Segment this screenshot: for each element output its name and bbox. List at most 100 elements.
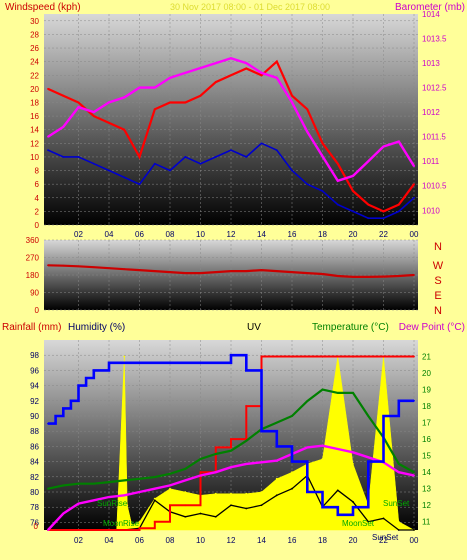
temperature-series-line-point [199, 458, 202, 460]
hour-tick-label-bottom: 18 [318, 536, 327, 545]
humidity-series-point [69, 399, 72, 402]
barometer-series-line-point [260, 71, 263, 74]
hour-tick-label-bottom: 00 [410, 536, 419, 545]
rainfall-series-point [336, 355, 339, 358]
solar-series-line-point [260, 504, 263, 507]
direction-series-line-point [397, 275, 400, 277]
uv-series-area-point [184, 491, 187, 493]
hum-ytick-label: 92 [30, 397, 39, 406]
rainfall-series-point [230, 438, 232, 441]
avg-wind-series-line-point [382, 217, 385, 220]
hum-ytick-label: 86 [30, 442, 39, 451]
gust-series-line-point [92, 115, 95, 117]
temperature-series-line-point [245, 439, 248, 442]
temp-ytick-label: 20 [422, 369, 431, 378]
humidity-series-point [306, 491, 309, 493]
wind-ytick-label: 4 [35, 194, 40, 203]
barometer-series-line-point [153, 86, 156, 89]
humidity-series-point [108, 361, 110, 364]
humidity-series-point [92, 369, 95, 372]
hour-tick-label-bottom: 04 [105, 536, 114, 545]
hour-tick-label: 22 [379, 230, 388, 239]
wind-ytick-label: 2 [35, 207, 40, 216]
temperature-series-line-point [214, 453, 217, 455]
rainfall-series-point [153, 520, 156, 523]
humidity-series-point [367, 460, 370, 463]
temp-ytick-label: 12 [422, 501, 431, 510]
barometer-series-line-point [413, 165, 415, 168]
rainfall-series-point [169, 504, 171, 507]
temperature-series-line-point [184, 467, 187, 470]
dewpoint-series-line-point [138, 491, 141, 493]
direction-panel-axes: 0 90 180 270 360 [26, 236, 40, 315]
barometer-series-line-point [336, 179, 339, 182]
direction-series-line-point [260, 269, 263, 272]
temperature-series-line-point [92, 482, 95, 485]
avg-wind-series-line-point [291, 169, 293, 172]
rainfall-series-point [413, 355, 415, 358]
humidity-series-point [245, 369, 248, 372]
temperature-series-line-point [77, 482, 80, 485]
hour-tick-label: 16 [288, 230, 297, 239]
direction-series-line-point [199, 272, 202, 274]
rainfall-series-point [123, 529, 126, 531]
hour-tick-label-bottom: 20 [349, 536, 358, 545]
wind-ytick-label: 22 [30, 71, 39, 80]
humidity-series-point [382, 415, 385, 417]
wind-panel-series [47, 56, 416, 220]
compass-e: E [434, 290, 441, 302]
avg-wind-series-line-point [413, 196, 415, 199]
direction-panel-series [47, 264, 415, 278]
dewpoint-title: Dew Point (°C) [399, 322, 465, 333]
gust-series-line-point [138, 156, 141, 158]
compass-n-bottom: N [434, 305, 442, 317]
temperature-series-line-point [306, 400, 309, 403]
gust-series-line-point [397, 203, 400, 206]
humidity-series-point [138, 361, 141, 364]
barometer-series-line-point [382, 145, 385, 148]
rainfall-series-point [352, 355, 354, 358]
temp-ytick-label: 18 [422, 402, 431, 411]
solar-series-line-point [291, 487, 293, 490]
barometer-series-line-point [199, 67, 202, 69]
hour-tick-label: 02 [74, 230, 83, 239]
baro-ytick-label: 1014 [422, 10, 440, 19]
barometer-title: Barometer (mb) [395, 2, 465, 13]
uv-series-area-point [321, 458, 324, 460]
solar-series-line-point [336, 489, 339, 492]
direction-series-line-point [230, 270, 232, 273]
hour-tick-label-bottom: 12 [227, 536, 236, 545]
dewpoint-series-line-point [214, 471, 217, 474]
barometer-series-line-point [123, 96, 126, 99]
gust-series-line-point [153, 108, 156, 111]
gust-series-line-point [123, 128, 126, 131]
hum-ytick-label: 98 [30, 351, 39, 360]
gust-series-line-point [62, 94, 65, 97]
solar-series-line-point [367, 520, 370, 523]
hour-tick-label-bottom: 02 [74, 536, 83, 545]
temperature-series-line-point [352, 391, 354, 394]
direction-series-line-point [321, 273, 324, 275]
hour-tick-label: 04 [105, 230, 114, 239]
gust-series-line-point [108, 122, 110, 124]
dewpoint-series-line-point [153, 487, 156, 490]
gust-series-line-point [275, 60, 278, 63]
temperature-series-line-point [138, 477, 141, 480]
humidity-series-point [352, 506, 354, 509]
temp-ytick-label: 16 [422, 435, 431, 444]
humidity-series-point [85, 377, 88, 379]
uv-series-area-point [126, 504, 129, 507]
compass-s: S [434, 275, 441, 287]
direction-series-line-point [275, 270, 278, 273]
humidity-series-point [214, 361, 217, 364]
avg-wind-series-line-point [214, 156, 217, 158]
direction-series-line-point [123, 268, 126, 271]
avg-wind-series-line-point [77, 156, 80, 158]
humidity-series-point [275, 445, 278, 448]
dewpoint-series-line-point [413, 474, 415, 477]
temperature-series-line-point [123, 479, 126, 482]
direction-series-line-point [413, 274, 415, 276]
gust-series-line-point [214, 81, 217, 83]
humidity-series-point [397, 399, 400, 402]
dewpoint-series-line-point [184, 479, 187, 482]
